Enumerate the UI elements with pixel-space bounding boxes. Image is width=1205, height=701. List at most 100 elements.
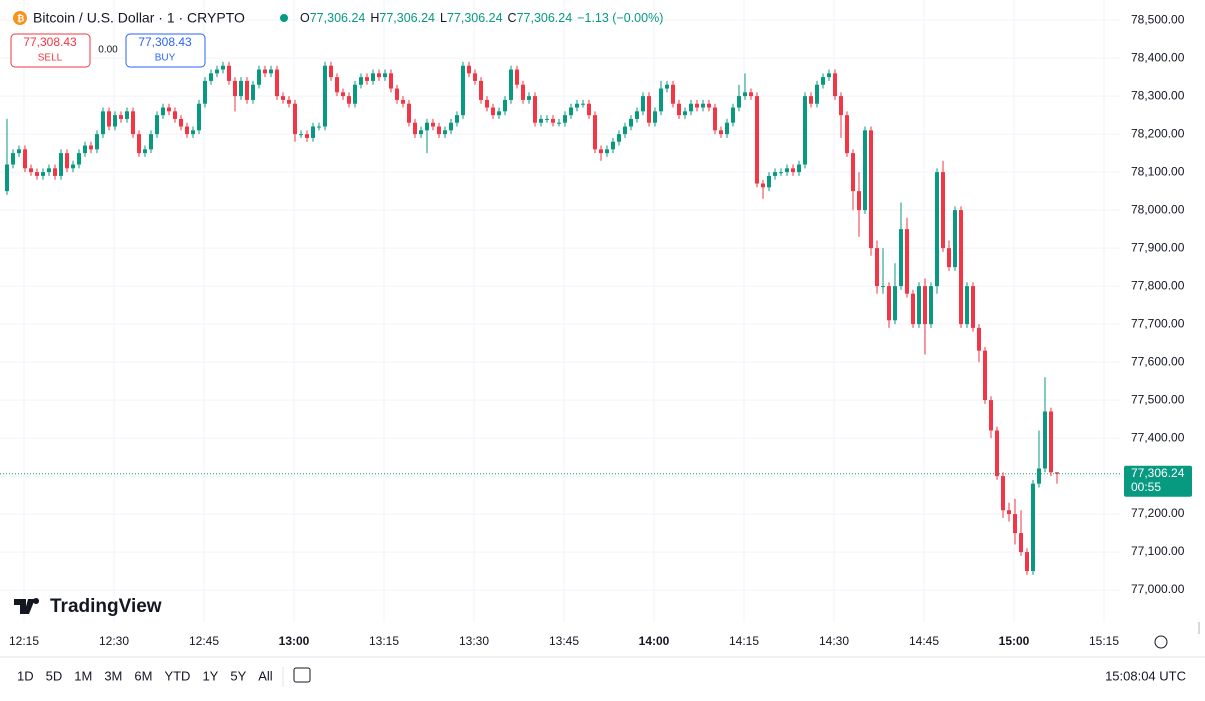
range-button[interactable]: 1D xyxy=(17,668,34,683)
y-tick-label: 77,500.00 xyxy=(1131,392,1185,406)
candle-body xyxy=(293,103,297,135)
range-button[interactable]: YTD xyxy=(164,668,190,683)
y-tick-label: 77,700.00 xyxy=(1131,316,1185,330)
candle-body xyxy=(443,130,447,135)
candle-body xyxy=(125,111,129,119)
candle-body xyxy=(857,191,861,211)
x-tick-label: 14:30 xyxy=(819,634,849,648)
candle-body xyxy=(425,122,429,131)
candle-body xyxy=(131,111,135,135)
btc-icon-glyph: ₿ xyxy=(17,13,24,23)
candle-body xyxy=(341,92,345,97)
candle-body xyxy=(653,111,657,123)
range-button[interactable]: 1Y xyxy=(202,668,218,683)
range-button[interactable]: 6M xyxy=(134,668,152,683)
candle-body xyxy=(515,69,519,85)
ohlc-c-label: C xyxy=(508,11,517,25)
candle-body xyxy=(839,96,843,116)
x-tick-label: 13:30 xyxy=(459,634,489,648)
candle-body xyxy=(185,126,189,135)
candle-body xyxy=(563,115,567,123)
date-range-icon[interactable] xyxy=(293,667,311,683)
sell-button[interactable] xyxy=(10,33,91,68)
candle-body xyxy=(365,77,369,81)
candle-body xyxy=(575,103,579,108)
candle-body xyxy=(221,65,225,70)
candle-body xyxy=(893,286,897,321)
candle-body xyxy=(527,96,531,100)
candle-body xyxy=(863,130,867,211)
candle-body xyxy=(311,126,315,138)
range-button[interactable]: 3M xyxy=(104,668,122,683)
candle-body xyxy=(113,115,117,127)
range-button[interactable]: 1M xyxy=(74,668,92,683)
candle-body xyxy=(887,286,891,321)
candle-body xyxy=(725,122,729,135)
candle-body xyxy=(401,99,405,104)
candle-body xyxy=(449,122,453,131)
candle-body xyxy=(1007,510,1011,515)
candle-body xyxy=(1013,514,1017,534)
candle-body xyxy=(701,103,705,108)
candle-body xyxy=(377,73,381,78)
y-tick-label: 77,200.00 xyxy=(1131,506,1185,520)
candle-body xyxy=(203,80,207,104)
range-button[interactable]: 5Y xyxy=(230,668,246,683)
ohlc-h: 77,306.24 xyxy=(379,11,435,25)
candle-body xyxy=(509,69,513,100)
candle-body xyxy=(749,92,753,97)
candle-body xyxy=(461,65,465,116)
candle-body xyxy=(59,153,63,176)
candle-body xyxy=(485,99,489,108)
candle-body xyxy=(119,115,123,119)
candle-body xyxy=(257,69,261,85)
candle-body xyxy=(89,145,93,150)
candle-body xyxy=(971,286,975,328)
settings-icon[interactable] xyxy=(1154,635,1168,649)
candle-body xyxy=(935,172,939,287)
candle-body xyxy=(35,172,39,176)
candle-body xyxy=(191,130,195,135)
candle-body xyxy=(17,149,21,154)
y-tick-label: 77,400.00 xyxy=(1131,430,1185,444)
symbol-title: Bitcoin / U.S. Dollar · 1 · CRYPTO xyxy=(33,10,245,26)
candle-body xyxy=(305,134,309,138)
x-tick-label: 15:00 xyxy=(999,634,1030,648)
x-tick-label: 15:15 xyxy=(1089,634,1119,648)
candle-body xyxy=(761,183,765,188)
candle-body xyxy=(641,96,645,112)
candle-body xyxy=(65,153,69,169)
candle-body xyxy=(299,134,303,136)
y-tick-label: 78,500.00 xyxy=(1131,12,1185,26)
range-button[interactable]: All xyxy=(258,668,273,683)
candle-body xyxy=(227,65,231,81)
candle-body xyxy=(809,96,813,104)
candle-body xyxy=(275,69,279,97)
x-tick-label: 13:00 xyxy=(279,634,310,648)
candle-body xyxy=(851,153,855,192)
candle-body xyxy=(1031,483,1035,572)
ohlc-h-label: H xyxy=(370,11,379,25)
candle-body xyxy=(11,153,15,165)
candle-body xyxy=(143,149,147,154)
x-tick-label: 12:30 xyxy=(99,634,129,648)
range-button[interactable]: 5D xyxy=(46,668,63,683)
candle-body xyxy=(713,107,717,131)
candle-body xyxy=(959,210,963,325)
candle-body xyxy=(743,92,747,97)
ohlc-l: 77,306.24 xyxy=(447,11,503,25)
spread: 0.00 xyxy=(98,45,118,56)
ohlc-o-label: O xyxy=(300,11,310,25)
candle-body xyxy=(623,126,627,135)
y-tick-label: 77,100.00 xyxy=(1131,544,1185,558)
candle-body xyxy=(917,286,921,325)
candle-body xyxy=(683,111,687,116)
candle-body xyxy=(389,73,393,89)
last-price-badge xyxy=(1124,465,1192,497)
x-tick-label: 13:15 xyxy=(369,634,399,648)
buy-button[interactable] xyxy=(125,33,206,68)
candle-body xyxy=(407,103,411,123)
candle-body xyxy=(281,96,285,100)
